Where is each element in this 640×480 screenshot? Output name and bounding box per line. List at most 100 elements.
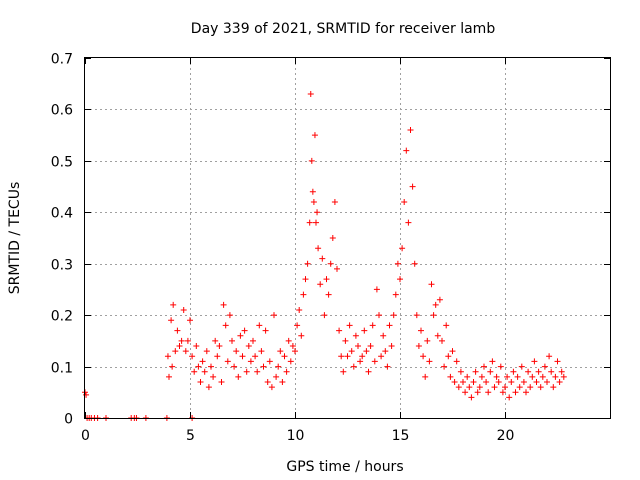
data-point — [325, 291, 332, 298]
data-point — [520, 379, 527, 385]
data-point — [229, 337, 235, 344]
data-point — [539, 373, 546, 380]
data-point — [226, 312, 233, 319]
data-point — [399, 245, 406, 252]
data-point — [164, 353, 171, 360]
data-point — [369, 322, 376, 329]
data-point — [363, 348, 370, 355]
data-point — [243, 368, 250, 375]
data-point — [250, 337, 256, 344]
data-point — [355, 343, 361, 349]
data-point — [220, 301, 227, 308]
data-point — [331, 199, 338, 205]
data-point — [533, 379, 540, 385]
data-point — [502, 384, 508, 391]
y-tick-label: 0.5 — [51, 155, 73, 171]
data-point — [516, 384, 523, 391]
data-point — [455, 384, 462, 391]
grid-lines — [85, 58, 610, 418]
data-point — [199, 358, 206, 365]
x-tick-label: 20 — [497, 428, 515, 444]
data-point — [342, 337, 349, 344]
data-point — [405, 219, 412, 226]
data-point — [443, 322, 450, 329]
data-point — [460, 379, 466, 385]
data-point — [245, 343, 252, 349]
data-point — [558, 368, 565, 375]
x-tick-label: 15 — [392, 428, 410, 444]
data-point — [560, 373, 567, 380]
y-tick-label: 0.7 — [51, 52, 73, 68]
data-point — [260, 363, 267, 370]
data-point — [281, 353, 288, 360]
data-point — [292, 348, 298, 355]
data-point — [504, 373, 511, 380]
data-point — [189, 353, 196, 360]
data-point — [352, 332, 359, 339]
data-point — [170, 301, 177, 308]
data-point — [203, 348, 210, 355]
data-point — [191, 368, 198, 375]
axis-ticks — [85, 58, 610, 419]
data-point — [180, 307, 187, 313]
data-point — [457, 368, 464, 375]
data-point — [466, 384, 473, 391]
data-point — [432, 301, 439, 308]
data-point — [384, 363, 391, 370]
data-point — [472, 368, 479, 375]
x-tick-label: 10 — [287, 428, 305, 444]
x-axis-label: GPS time / hours — [286, 459, 403, 475]
data-point — [237, 332, 244, 339]
data-point — [216, 343, 223, 349]
y-tick-label: 0.4 — [51, 206, 73, 222]
data-point — [512, 389, 519, 396]
data-point — [422, 373, 429, 380]
data-point — [275, 363, 282, 370]
data-point — [266, 358, 273, 365]
data-point — [197, 379, 204, 385]
data-point — [350, 363, 357, 370]
data-point — [201, 368, 208, 375]
data-point — [314, 209, 321, 216]
data-point — [306, 219, 313, 226]
y-axis-label: SRMTID / TECUs — [7, 182, 23, 295]
data-point — [407, 127, 414, 133]
data-point — [262, 327, 269, 334]
data-point — [317, 281, 324, 288]
data-point — [397, 276, 403, 283]
data-point — [338, 353, 345, 360]
data-point — [233, 348, 240, 355]
data-point — [323, 276, 330, 283]
data-point — [222, 322, 229, 329]
x-tick-label: 0 — [81, 428, 90, 444]
data-point — [541, 363, 548, 370]
data-point — [552, 373, 559, 380]
data-point — [279, 379, 286, 385]
data-point — [495, 379, 502, 385]
data-point — [212, 337, 219, 344]
data-point — [205, 384, 212, 391]
data-point — [247, 358, 254, 365]
data-point — [478, 373, 485, 380]
data-point — [208, 363, 214, 370]
data-point — [294, 322, 301, 329]
tick-labels: 0 5 10 15 20 0 0.1 0.2 0.3 0.4 0.5 0.6 0.7 — [51, 52, 515, 445]
data-point — [346, 322, 353, 329]
data-point — [554, 358, 561, 365]
data-point — [453, 358, 460, 365]
data-point — [340, 368, 347, 375]
data-point — [497, 363, 504, 370]
data-point — [218, 379, 225, 385]
data-point — [296, 307, 303, 313]
data-point — [474, 389, 481, 396]
data-point — [311, 132, 318, 139]
data-point — [426, 358, 433, 365]
data-point — [315, 245, 322, 252]
data-point — [336, 327, 343, 334]
data-point — [556, 379, 563, 385]
data-point — [172, 348, 179, 355]
data-point — [277, 348, 284, 355]
data-point — [510, 368, 517, 375]
data-point — [231, 363, 238, 370]
data-point — [300, 291, 307, 298]
